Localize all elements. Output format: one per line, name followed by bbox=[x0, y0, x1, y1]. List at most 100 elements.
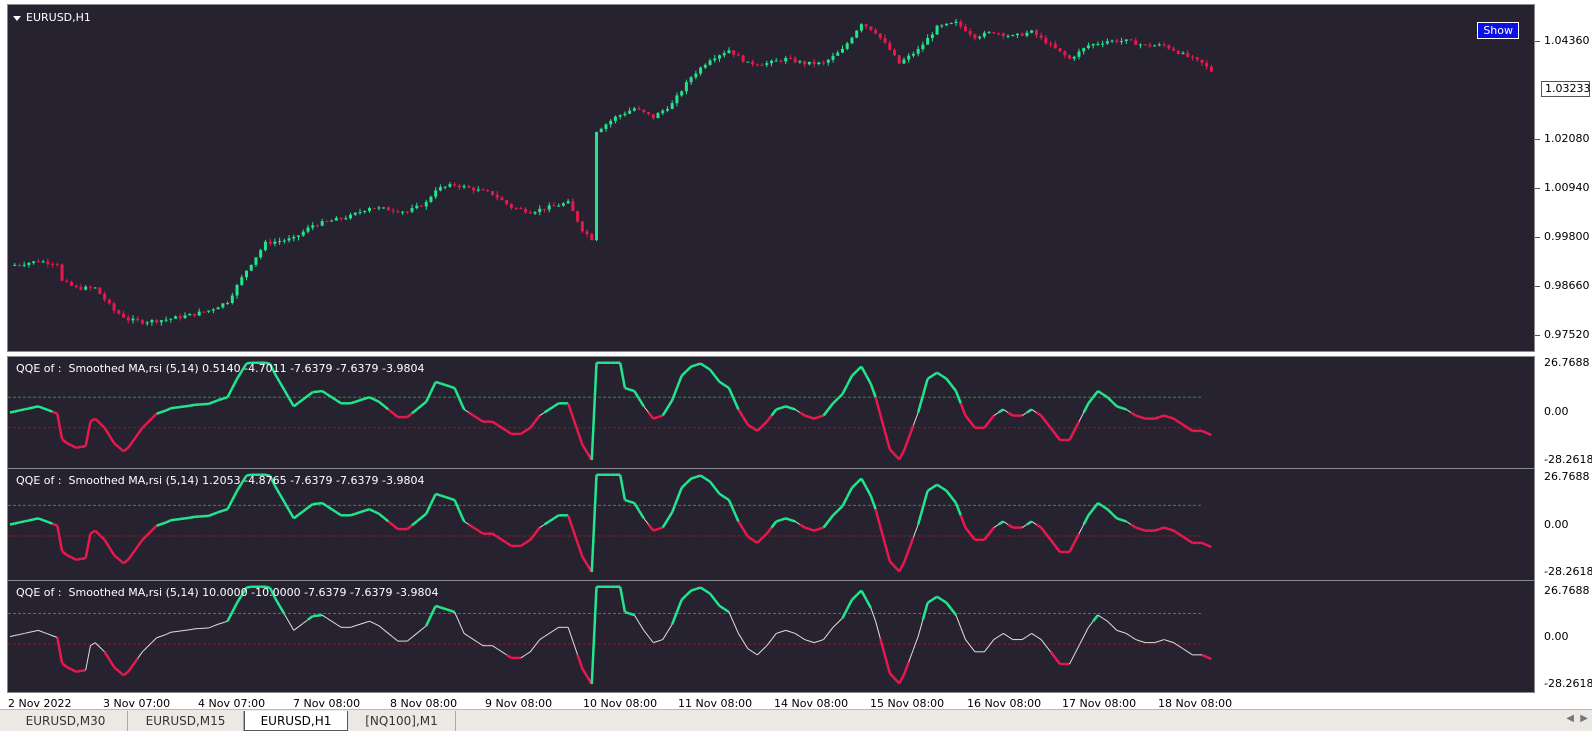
qqe-line-segment bbox=[526, 652, 531, 655]
qqe-line-segment bbox=[450, 498, 455, 500]
qqe-line-segment bbox=[313, 392, 318, 393]
qqe-line-segment bbox=[909, 649, 914, 662]
qqe-line-segment bbox=[355, 512, 360, 514]
qqe-line-segment bbox=[469, 525, 474, 528]
qqe-line-segment bbox=[965, 416, 970, 422]
qqe-line-segment bbox=[360, 511, 365, 513]
ind1-scale-mid: 0.00 bbox=[1544, 405, 1569, 418]
qqe-line-segment bbox=[710, 594, 715, 600]
qqe-line-segment bbox=[1183, 537, 1188, 540]
qqe-line-segment bbox=[1051, 428, 1056, 434]
qqe-line-segment bbox=[114, 555, 119, 559]
candle-body bbox=[127, 317, 130, 320]
qqe-line-segment bbox=[540, 637, 545, 640]
qqe-line-segment bbox=[880, 639, 885, 656]
qqe-line-segment bbox=[1122, 632, 1127, 634]
arrow-right-icon[interactable]: ▶ bbox=[1580, 713, 1588, 724]
qqe-line-segment bbox=[147, 530, 152, 535]
price-label: 1.04360 bbox=[1544, 34, 1590, 47]
qqe-line-segment bbox=[734, 623, 739, 634]
ind1-scale-top: 26.7688 bbox=[1544, 356, 1590, 369]
qqe-line-segment bbox=[757, 538, 762, 543]
qqe-line-segment bbox=[734, 399, 739, 410]
qqe-panel-3[interactable]: QQE of : Smoothed MA,rsi (5,14) 10.0000 … bbox=[7, 580, 1535, 693]
qqe-line-segment bbox=[630, 390, 635, 392]
qqe-line-segment bbox=[932, 485, 937, 488]
qqe-line-segment bbox=[710, 370, 715, 376]
qqe-line-segment bbox=[828, 515, 833, 521]
tab-eurusd-m15[interactable]: EURUSD,M15 bbox=[128, 711, 244, 731]
qqe-line-segment bbox=[90, 419, 95, 422]
qqe-line-segment bbox=[10, 523, 15, 524]
candle-body bbox=[1163, 44, 1166, 45]
qqe-line-segment bbox=[34, 406, 39, 407]
qqe-line-segment bbox=[336, 400, 341, 403]
qqe-line-segment bbox=[53, 636, 58, 638]
candle-body bbox=[56, 264, 59, 265]
qqe-line-segment bbox=[677, 376, 682, 388]
qqe-line-segment bbox=[128, 441, 133, 448]
tab-eurusd-h1[interactable]: EURUSD,H1 bbox=[244, 711, 348, 731]
candle-body bbox=[1167, 45, 1170, 48]
candle-body bbox=[945, 24, 948, 26]
qqe-line-segment bbox=[171, 520, 176, 521]
qqe-line-segment bbox=[445, 385, 450, 387]
candle-body bbox=[808, 62, 811, 65]
qqe-line-segment bbox=[138, 540, 143, 547]
tab-nq100-m1[interactable]: [NQ100],M1 bbox=[348, 711, 456, 731]
qqe-line-segment bbox=[478, 531, 483, 534]
qqe-line-segment bbox=[100, 647, 105, 652]
tab-eurusd-m30[interactable]: EURUSD,M30 bbox=[4, 711, 128, 731]
candle-body bbox=[226, 303, 229, 304]
tab-scroll-arrows[interactable]: ◀ ▶ bbox=[1566, 713, 1588, 724]
qqe-line-segment bbox=[644, 518, 649, 524]
qqe-line-segment bbox=[436, 494, 441, 496]
qqe-line-segment bbox=[1140, 529, 1145, 531]
candle-body bbox=[836, 53, 839, 56]
qqe-line-segment bbox=[81, 670, 86, 671]
qqe-panel-1[interactable]: QQE of : Smoothed MA,rsi (5,14) 0.5140 -… bbox=[7, 356, 1535, 469]
qqe-line-segment bbox=[772, 633, 777, 639]
price-tick bbox=[1535, 286, 1540, 287]
qqe-line-segment bbox=[937, 373, 942, 376]
qqe-line-segment bbox=[1093, 391, 1098, 397]
ind2-scale-top: 26.7688 bbox=[1544, 470, 1590, 483]
qqe-line-segment bbox=[928, 600, 933, 603]
qqe-line-segment bbox=[450, 386, 455, 388]
price-chart-panel[interactable]: EURUSD,H1 Show bbox=[7, 4, 1535, 352]
candle-body bbox=[1101, 44, 1104, 45]
qqe-line-segment bbox=[781, 630, 786, 632]
qqe-line-segment bbox=[62, 663, 67, 667]
qqe-line-segment bbox=[1046, 646, 1051, 652]
arrow-left-icon[interactable]: ◀ bbox=[1566, 713, 1574, 724]
qqe-line-segment bbox=[899, 451, 904, 460]
qqe-line-segment bbox=[724, 497, 729, 500]
qqe-line-segment bbox=[790, 632, 795, 634]
price-tick bbox=[1535, 237, 1540, 238]
qqe-line-segment bbox=[355, 624, 360, 626]
qqe-line-segment bbox=[814, 641, 819, 643]
qqe-line-segment bbox=[852, 595, 857, 600]
qqe-line-segment bbox=[1074, 534, 1079, 543]
qqe-line-segment bbox=[351, 514, 356, 516]
qqe-line-segment bbox=[1074, 646, 1079, 655]
qqe-line-segment bbox=[365, 621, 370, 623]
indicator-label-3: QQE of : Smoothed MA,rsi (5,14) 10.0000 … bbox=[16, 586, 438, 599]
candle-body bbox=[1153, 45, 1156, 46]
qqe-line-segment bbox=[322, 503, 327, 506]
candle-body bbox=[666, 109, 669, 111]
candle-body bbox=[595, 132, 598, 240]
qqe-line-segment bbox=[299, 399, 304, 403]
qqe-line-segment bbox=[228, 500, 233, 509]
qqe-line-segment bbox=[805, 416, 810, 418]
qqe-line-segment bbox=[1008, 413, 1013, 416]
qqe-line-segment bbox=[738, 409, 743, 417]
qqe-line-segment bbox=[502, 652, 507, 655]
qqe-line-segment bbox=[734, 511, 739, 522]
qqe-panel-2[interactable]: QQE of : Smoothed MA,rsi (5,14) 1.2053 -… bbox=[7, 468, 1535, 581]
candle-body bbox=[491, 191, 494, 194]
candle-body bbox=[141, 320, 144, 323]
qqe-line-segment bbox=[119, 671, 124, 675]
qqe-line-segment bbox=[790, 520, 795, 522]
qqe-line-segment bbox=[109, 659, 114, 667]
